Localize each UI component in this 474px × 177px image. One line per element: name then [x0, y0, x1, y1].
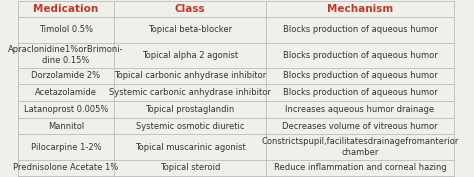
Text: Systemic osmotic diuretic: Systemic osmotic diuretic [136, 122, 245, 131]
Text: Class: Class [175, 4, 205, 14]
Text: Topical prostaglandin: Topical prostaglandin [146, 105, 235, 114]
Text: Topical muscarinic agonist: Topical muscarinic agonist [135, 142, 246, 152]
Text: Reduce inflammation and corneal hazing: Reduce inflammation and corneal hazing [273, 163, 447, 172]
Text: Blocks production of aqueous humor: Blocks production of aqueous humor [283, 88, 438, 97]
Text: Blocks production of aqueous humor: Blocks production of aqueous humor [283, 51, 438, 59]
Text: Systemic carbonic anhydrase inhibitor: Systemic carbonic anhydrase inhibitor [109, 88, 271, 97]
Text: Dorzolamide 2%: Dorzolamide 2% [31, 72, 100, 81]
Text: Mannitol: Mannitol [48, 122, 84, 131]
Text: Timolol 0.5%: Timolol 0.5% [39, 25, 93, 35]
Text: Pilocarpine 1-2%: Pilocarpine 1-2% [31, 142, 101, 152]
Text: Topical carbonic anhydrase inhibitor: Topical carbonic anhydrase inhibitor [114, 72, 266, 81]
Text: Blocks production of aqueous humor: Blocks production of aqueous humor [283, 25, 438, 35]
Text: Blocks production of aqueous humor: Blocks production of aqueous humor [283, 72, 438, 81]
Text: Acetazolamide: Acetazolamide [35, 88, 97, 97]
Text: Constrictspupil,facilitatesdrainagefromanterior
chamber: Constrictspupil,facilitatesdrainagefroma… [261, 137, 459, 157]
Text: Topical steroid: Topical steroid [160, 163, 220, 172]
Text: Latanoprost 0.005%: Latanoprost 0.005% [24, 105, 108, 114]
Text: Prednisolone Acetate 1%: Prednisolone Acetate 1% [13, 163, 118, 172]
Text: Medication: Medication [33, 4, 99, 14]
Text: Decreases volume of vitreous humor: Decreases volume of vitreous humor [282, 122, 438, 131]
Text: Topical alpha 2 agonist: Topical alpha 2 agonist [142, 51, 238, 59]
Text: Increases aqueous humor drainage: Increases aqueous humor drainage [285, 105, 435, 114]
Text: Topical beta-blocker: Topical beta-blocker [148, 25, 232, 35]
Text: Apraclonidine1%orBrimoni-
dine 0.15%: Apraclonidine1%orBrimoni- dine 0.15% [8, 45, 124, 65]
Text: Mechanism: Mechanism [327, 4, 393, 14]
